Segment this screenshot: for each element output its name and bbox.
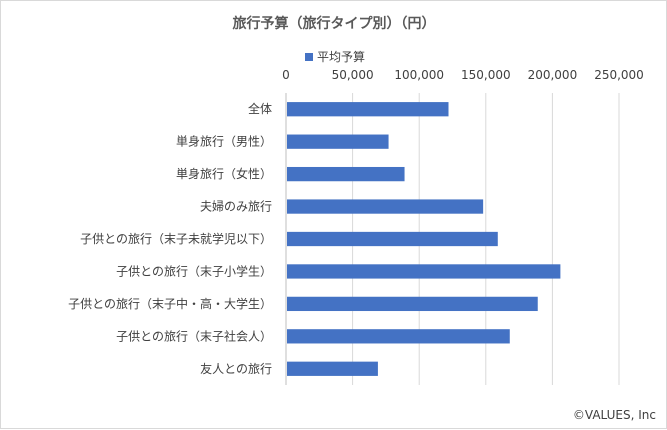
legend-label: 平均予算: [317, 49, 365, 64]
legend-swatch: [305, 53, 313, 61]
x-tick-label: 50,000: [332, 68, 374, 82]
x-tick-label: 100,000: [394, 68, 444, 82]
bar: [287, 361, 378, 376]
bar: [287, 166, 405, 182]
credit-text: ©VALUES, Inc: [573, 408, 656, 422]
category-label: 単身旅行（男性）: [176, 134, 272, 149]
x-tick-label: 250,000: [594, 68, 644, 82]
category-label: 夫婦のみ旅行: [200, 199, 272, 214]
x-axis-ticks: 0 50,000 100,000 150,000 200,000 250,000: [282, 68, 644, 82]
category-label: 子供との旅行（末子中・高・大学生）: [68, 296, 272, 311]
bar: [287, 134, 389, 149]
bar: [287, 199, 484, 214]
category-label: 子供との旅行（末子小学生）: [116, 263, 272, 278]
category-label: 単身旅行（女性）: [176, 166, 272, 181]
bars: [287, 102, 561, 376]
bar: [287, 102, 449, 117]
legend: 平均予算: [305, 49, 365, 64]
x-tick-label: 150,000: [461, 68, 511, 82]
bar: [287, 296, 538, 312]
bar: [287, 264, 561, 279]
category-label: 全体: [248, 101, 272, 116]
bar: [287, 329, 510, 344]
category-label: 子供との旅行（末子未就学児以下）: [80, 231, 272, 246]
bar: [287, 231, 498, 247]
x-tick-label: 0: [282, 68, 290, 82]
category-label: 友人との旅行: [200, 362, 272, 376]
category-label: 子供との旅行（末子社会人）: [116, 328, 272, 343]
x-tick-label: 200,000: [528, 68, 578, 82]
chart-title: 旅行予算（旅行タイプ別）（円）: [233, 15, 436, 32]
